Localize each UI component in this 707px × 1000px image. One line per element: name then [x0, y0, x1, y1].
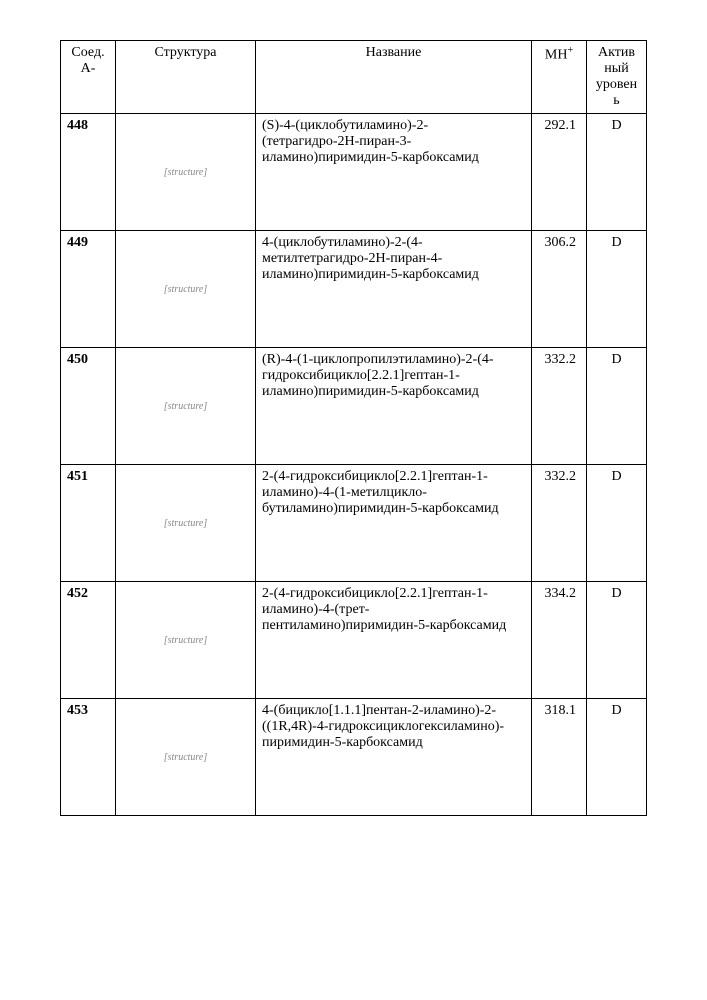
compound-structure: [structure]: [116, 582, 256, 699]
structure-image-icon: [structure]: [131, 239, 241, 339]
compound-id: 451: [61, 465, 116, 582]
compound-activity: D: [587, 582, 647, 699]
compound-name: 2-(4-гидроксибицикло[2.2.1]гептан-1-илам…: [256, 465, 532, 582]
compound-id: 449: [61, 231, 116, 348]
compound-mh: 332.2: [532, 348, 587, 465]
compound-structure: [structure]: [116, 348, 256, 465]
compound-table: Соед. А- Структура Название MH+ Актив ны…: [60, 40, 647, 816]
compound-mh: 306.2: [532, 231, 587, 348]
header-active: Актив ный уровен ь: [587, 41, 647, 114]
compound-activity: D: [587, 699, 647, 816]
structure-image-icon: [structure]: [131, 356, 241, 456]
table-row: 448 [structure](S)-4-(циклобутиламино)-2-…: [61, 114, 647, 231]
header-struct: Структура: [116, 41, 256, 114]
compound-name: 4-(циклобутиламино)-2-(4-метилтетрагидро…: [256, 231, 532, 348]
header-name: Название: [256, 41, 532, 114]
compound-name: 2-(4-гидроксибицикло[2.2.1]гептан-1-илам…: [256, 582, 532, 699]
compound-structure: [structure]: [116, 114, 256, 231]
structure-image-icon: [structure]: [131, 473, 241, 573]
compound-structure: [structure]: [116, 465, 256, 582]
table-header-row: Соед. А- Структура Название MH+ Актив ны…: [61, 41, 647, 114]
table-row: 453 [structure]4-(бицикло[1.1.1]пентан-2-…: [61, 699, 647, 816]
compound-mh: 332.2: [532, 465, 587, 582]
compound-mh: 334.2: [532, 582, 587, 699]
structure-image-icon: [structure]: [131, 122, 241, 222]
compound-activity: D: [587, 231, 647, 348]
compound-activity: D: [587, 348, 647, 465]
compound-name: (R)-4-(1-циклопропилэтиламино)-2-(4-гидр…: [256, 348, 532, 465]
compound-structure: [structure]: [116, 699, 256, 816]
header-id: Соед. А-: [61, 41, 116, 114]
table-row: 452 [structure]2-(4-гидроксибицикло[2.2.1…: [61, 582, 647, 699]
compound-id: 452: [61, 582, 116, 699]
compound-structure: [structure]: [116, 231, 256, 348]
compound-activity: D: [587, 465, 647, 582]
compound-mh: 292.1: [532, 114, 587, 231]
compound-mh: 318.1: [532, 699, 587, 816]
structure-image-icon: [structure]: [131, 707, 241, 807]
header-mh: MH+: [532, 41, 587, 114]
structure-image-icon: [structure]: [131, 590, 241, 690]
compound-name: 4-(бицикло[1.1.1]пентан-2-иламино)-2-((1…: [256, 699, 532, 816]
table-row: 449 [structure]4-(циклобутиламино)-2-(4-м…: [61, 231, 647, 348]
table-row: 451 [structure]2-(4-гидроксибицикло[2.2.1…: [61, 465, 647, 582]
compound-activity: D: [587, 114, 647, 231]
compound-id: 450: [61, 348, 116, 465]
compound-id: 448: [61, 114, 116, 231]
table-row: 450 [structure](R)-4-(1-циклопропилэтилам…: [61, 348, 647, 465]
compound-name: (S)-4-(циклобутиламино)-2-(тетрагидро-2H…: [256, 114, 532, 231]
compound-id: 453: [61, 699, 116, 816]
